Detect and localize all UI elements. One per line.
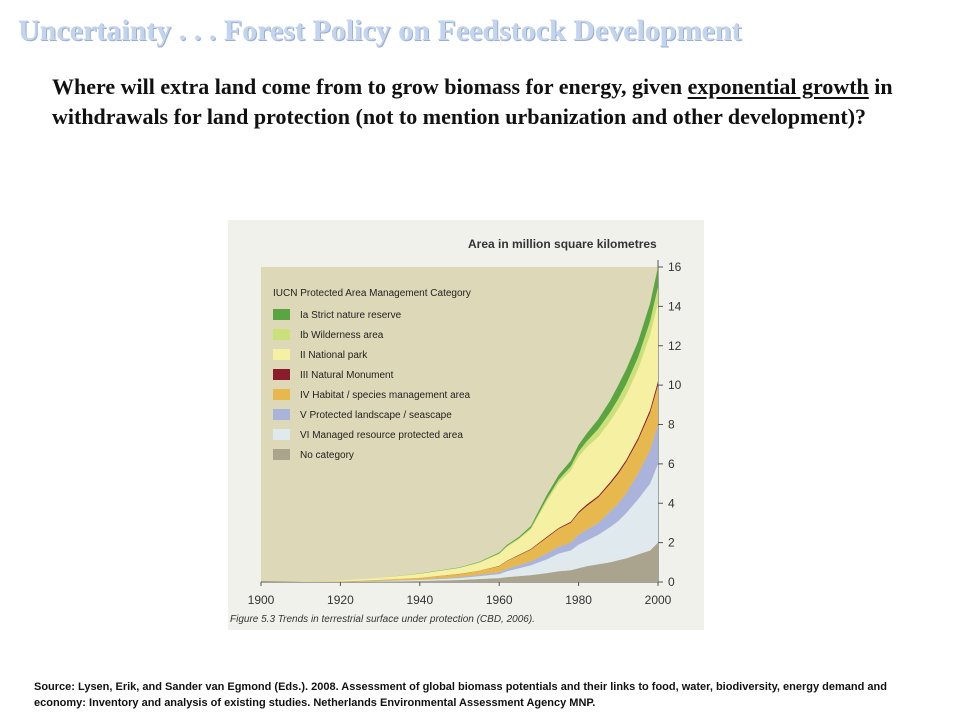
x-tick-label-4: 1980	[565, 593, 592, 607]
y-tick-label-1: 2	[668, 536, 675, 550]
figure-caption: Figure 5.3 Trends in terrestrial surface…	[230, 614, 535, 625]
legend-swatch-2	[273, 349, 290, 360]
y-tick-label-0: 0	[668, 575, 675, 589]
y-tick-label-2: 4	[668, 496, 675, 510]
legend-swatch-5	[273, 409, 290, 420]
y-tick-label-8: 16	[668, 260, 682, 274]
protected-area-chart: 1900 1920 1940 1960 1980 2000 0 2 4 6 8 10 12 14 16 Ar…	[230, 237, 682, 625]
y-tick-label-6: 12	[668, 339, 682, 353]
area-series-3	[261, 385, 658, 582]
legend-swatch-3	[273, 369, 290, 380]
legend-swatch-4	[273, 389, 290, 400]
legend-swatch-1	[273, 329, 290, 340]
slide-question: Where will extra land come from to grow …	[52, 72, 912, 132]
y-tick-label-5: 10	[668, 378, 682, 392]
legend-swatch-6	[273, 429, 290, 440]
area-series-0	[261, 542, 658, 582]
question-text-start: Where will extra land come from to grow …	[52, 74, 688, 99]
slide-title: Uncertainty . . . Forest Policy on Feeds…	[18, 14, 742, 47]
x-tick-label-0: 1900	[248, 593, 275, 607]
legend-label-3: III Natural Monument	[300, 370, 394, 381]
chart-title: Area in million square kilometres	[468, 237, 657, 251]
x-tick-label-2: 1940	[406, 593, 433, 607]
x-tick-label-1: 1920	[327, 593, 354, 607]
legend-label-2: II National park	[300, 350, 368, 361]
legend-label-1: Ib Wilderness area	[300, 330, 384, 341]
y-tick-label-3: 6	[668, 457, 675, 471]
legend-title: IUCN Protected Area Management Category	[273, 288, 471, 299]
y-tick-label-4: 8	[668, 418, 675, 432]
chart-figure: 1900 1920 1940 1960 1980 2000 0 2 4 6 8 10 12 14 16 Ar…	[228, 220, 704, 630]
legend-label-4: IV Habitat / species management area	[300, 390, 471, 401]
legend-label-5: V Protected landscape / seascape	[300, 410, 452, 421]
y-tick-label-7: 14	[668, 299, 682, 313]
source-citation: Source: Lysen, Erik, and Sander van Egmo…	[34, 681, 887, 709]
legend-label-6: VI Managed resource protected area	[300, 430, 463, 441]
legend-label-0: Ia Strict nature reserve	[300, 310, 402, 321]
question-text-end: in withdrawals for land protection (not …	[52, 74, 893, 129]
area-series-5	[261, 302, 658, 582]
legend-swatch-0	[273, 309, 290, 320]
legend-label-7: No category	[300, 450, 354, 461]
x-tick-label-5: 2000	[645, 593, 672, 607]
x-tick-label-3: 1960	[486, 593, 513, 607]
legend-swatch-7	[273, 449, 290, 460]
question-emphasis: exponential growth	[687, 74, 869, 99]
